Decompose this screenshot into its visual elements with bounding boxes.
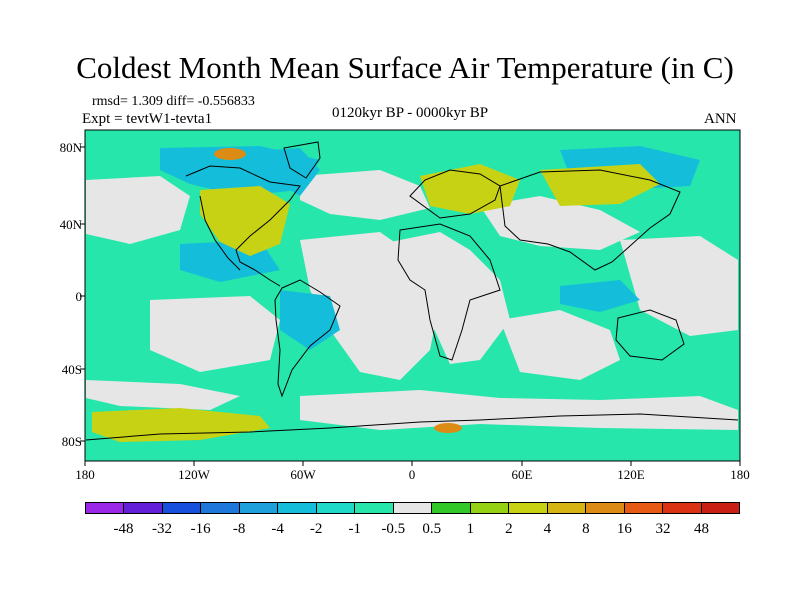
lat-label-80n: 80N — [52, 140, 82, 155]
legend-swatch — [124, 503, 162, 513]
legend-label: -32 — [142, 520, 182, 538]
legend-label: 8 — [566, 520, 606, 538]
legend-swatch — [509, 503, 547, 513]
lat-label-40n: 40N — [52, 217, 82, 232]
legend-swatch — [586, 503, 624, 513]
lon-label-180e: 180 — [715, 467, 765, 482]
legend-swatch — [625, 503, 663, 513]
legend-label: -8 — [219, 520, 259, 538]
legend-label: -48 — [104, 520, 144, 538]
legend-label: 16 — [604, 520, 644, 538]
legend-label: 0.5 — [412, 520, 452, 538]
legend-swatch — [240, 503, 278, 513]
lon-label-60w: 60W — [278, 467, 328, 482]
legend-label: 4 — [527, 520, 567, 538]
lon-label-0: 0 — [387, 467, 437, 482]
legend-label: -0.5 — [373, 520, 413, 538]
legend-swatch — [702, 503, 739, 513]
legend-swatch — [163, 503, 201, 513]
hot-spot-antarctic — [434, 423, 462, 433]
legend-swatch — [317, 503, 355, 513]
lat-label-40s: 40S — [52, 362, 82, 377]
hot-spot-arctic — [214, 148, 246, 160]
legend-swatch — [201, 503, 239, 513]
legend-label: 2 — [489, 520, 529, 538]
lat-label-0: 0 — [52, 289, 82, 304]
lon-label-180w: 180 — [60, 467, 110, 482]
legend-swatch — [432, 503, 470, 513]
lon-label-120e: 120E — [606, 467, 656, 482]
legend-label: 48 — [681, 520, 721, 538]
legend-label: -16 — [181, 520, 221, 538]
legend-label: -4 — [258, 520, 298, 538]
legend-swatch — [471, 503, 509, 513]
legend-swatch — [86, 503, 124, 513]
legend-label: 1 — [450, 520, 490, 538]
color-legend-bar — [85, 502, 740, 514]
legend-swatch — [663, 503, 701, 513]
legend-swatch — [355, 503, 393, 513]
legend-label: 32 — [643, 520, 683, 538]
legend-swatch — [278, 503, 316, 513]
lon-label-120w: 120W — [169, 467, 219, 482]
legend-swatch — [394, 503, 432, 513]
legend-swatch — [548, 503, 586, 513]
lon-label-60e: 60E — [497, 467, 547, 482]
legend-label: -2 — [296, 520, 336, 538]
lat-label-80s: 80S — [52, 434, 82, 449]
legend-label: -1 — [335, 520, 375, 538]
